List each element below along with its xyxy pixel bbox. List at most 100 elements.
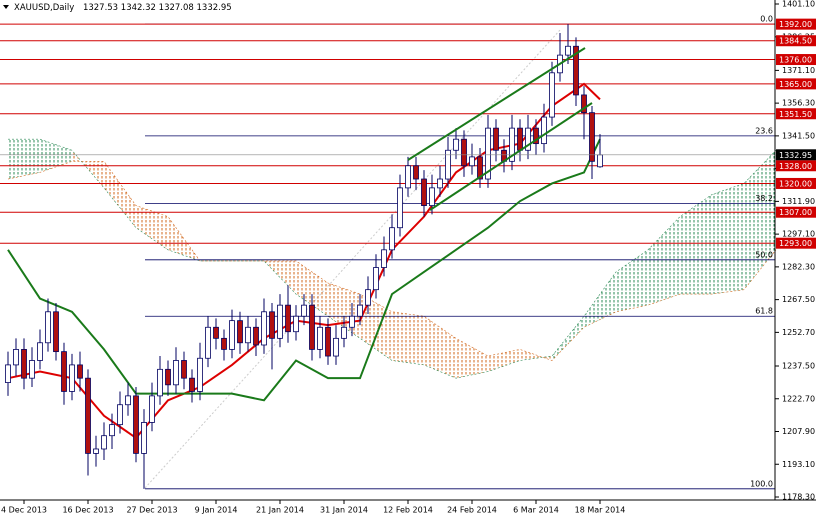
candle-body	[301, 304, 307, 317]
candle-body	[189, 377, 195, 392]
candle-body	[253, 326, 259, 346]
candle-body	[381, 249, 387, 268]
price-label: 1332.95	[779, 151, 812, 160]
y-tick-label: 1311.90	[782, 197, 815, 206]
cloud-fill	[40, 139, 72, 173]
level-label: 1328.00	[779, 162, 812, 171]
price-box	[776, 149, 816, 161]
candle-body	[13, 349, 19, 366]
channel-lower	[429, 102, 593, 211]
x-tick-label: 12 Feb 2014	[383, 506, 433, 515]
candle-body	[341, 326, 347, 339]
candle-body	[165, 368, 171, 386]
candle-body	[485, 127, 491, 180]
level-label: 1384.50	[779, 37, 812, 46]
x-tick-label: 31 Jan 2014	[320, 506, 368, 515]
ohlc-open: 1327.53	[83, 3, 118, 13]
cloud-fill	[136, 205, 168, 250]
cloud-fill	[616, 249, 648, 312]
candle-body	[181, 360, 187, 379]
candle-body	[581, 94, 587, 114]
fib-label: 100.0	[750, 479, 773, 488]
cloud-span	[8, 138, 777, 379]
candle-body	[213, 326, 219, 339]
candle-body	[525, 127, 531, 151]
level-label: 1307.00	[779, 208, 812, 217]
y-tick-label: 1222.70	[782, 394, 815, 403]
y-tick-label: 1207.90	[782, 427, 815, 436]
y-tick-label: 1282.30	[782, 262, 815, 271]
channel	[407, 47, 593, 211]
x-tick-label: 16 Dec 2013	[62, 506, 113, 515]
level-box	[776, 108, 816, 120]
candle-body	[29, 360, 35, 379]
indicator-line	[7, 138, 601, 402]
cloud-fill	[296, 260, 328, 317]
candle-body	[157, 368, 163, 397]
candle-body	[85, 377, 91, 454]
cloud-fill	[264, 260, 296, 295]
x-tick-label: 6 Mar 2014	[513, 506, 559, 515]
level-box	[776, 160, 816, 172]
cloud-fill	[72, 150, 104, 188]
candle-body	[421, 178, 427, 206]
candle-body	[573, 45, 579, 96]
candle-body	[53, 311, 59, 353]
level-box	[776, 35, 816, 47]
cloud-span	[7, 161, 777, 361]
candle-body	[149, 395, 155, 423]
candle-body	[477, 156, 483, 180]
y-tick-label: 1356.30	[782, 99, 815, 108]
y-tick-label: 1401.10	[782, 0, 815, 9]
y-tick-label: 1297.10	[782, 230, 815, 239]
candle-body	[237, 320, 243, 344]
candle-body	[461, 138, 467, 167]
x-tick-label: 18 Mar 2014	[575, 506, 626, 515]
candle-body	[93, 448, 99, 454]
candle-body	[117, 404, 123, 426]
level-label: 1392.00	[779, 20, 812, 29]
y-tick-label: 1237.50	[782, 362, 815, 371]
cloud-fill	[552, 316, 584, 361]
candle-body	[589, 112, 595, 162]
candle-body	[125, 395, 131, 406]
candle-body	[549, 72, 555, 118]
fib-label: 50.0	[755, 250, 773, 259]
candle-body	[269, 311, 275, 339]
candle-body	[453, 138, 459, 151]
y-tick-label: 1252.70	[782, 328, 815, 337]
candle-body	[21, 349, 27, 379]
cloud-fill	[712, 183, 744, 295]
candle-body	[541, 116, 547, 145]
level-label: 1293.00	[779, 239, 812, 248]
candle-body	[405, 165, 411, 189]
fib-label: 38.2	[755, 194, 773, 203]
fib-label: 0.0	[760, 15, 773, 24]
ohlc-close: 1332.95	[197, 3, 232, 13]
y-tick-label: 1341.50	[782, 131, 815, 140]
candle-body	[333, 337, 339, 357]
candle-body	[469, 156, 475, 167]
level-box	[776, 18, 816, 30]
candle-body	[101, 435, 107, 450]
cloud-fill	[648, 216, 680, 306]
candle-body	[69, 364, 75, 392]
candle-body	[437, 178, 443, 189]
cloud-fill	[424, 316, 456, 379]
candle-body	[245, 326, 251, 344]
candle-body	[317, 326, 323, 350]
background-layer	[144, 29, 561, 489]
symbol: XAUUSD,Daily	[14, 3, 74, 13]
candle-body	[565, 45, 571, 56]
candle-body	[133, 395, 139, 454]
ohlc-high: 1342.32	[121, 3, 156, 13]
candle-body	[277, 304, 283, 339]
candle-body	[509, 127, 515, 162]
candle-body	[109, 424, 115, 437]
candle-body	[5, 364, 11, 384]
candle-body	[141, 422, 147, 454]
x-tick-label: 24 Feb 2014	[447, 506, 497, 515]
y-tick-label: 1267.50	[782, 295, 815, 304]
fib-label: 23.6	[755, 126, 773, 135]
